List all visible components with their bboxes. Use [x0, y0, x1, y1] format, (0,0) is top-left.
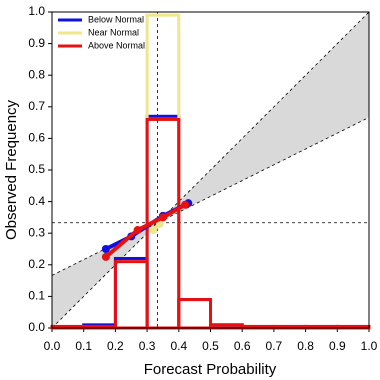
no-skill-line: [51, 117, 370, 276]
x-axis-label: Forecast Probability: [144, 361, 277, 378]
x-tick-label: 0.3: [139, 339, 156, 353]
y-tick-label: 0.5: [28, 162, 45, 176]
y-axis-label: Observed Frequency: [3, 99, 20, 240]
y-tick-label: 0.3: [28, 225, 45, 239]
perfect-reliability-line: [51, 11, 370, 329]
x-tick-label: 0.6: [234, 339, 251, 353]
y-tick-label: 0.2: [28, 257, 45, 271]
y-tick-label: 0.9: [28, 36, 45, 50]
x-tick-label: 0.4: [170, 339, 187, 353]
curve-point: [181, 200, 190, 209]
y-tick-label: 0.0: [28, 320, 45, 334]
x-tick-label: 0.1: [75, 339, 92, 353]
histogram-bar: [145, 13, 181, 330]
curve-point: [158, 213, 167, 222]
curve-point: [101, 252, 110, 261]
x-tick-label: 0.7: [266, 339, 283, 353]
reliability-curve: [104, 203, 187, 259]
plot-frame: [51, 11, 370, 329]
histogram-bar: [177, 298, 213, 330]
x-tick-label: 1.0: [361, 339, 378, 353]
y-tick-label: 0.6: [28, 131, 45, 145]
y-tick-label: 0.8: [28, 67, 45, 81]
legend-label: Below Normal: [88, 14, 144, 24]
legend-label: Above Normal: [88, 40, 145, 50]
y-tick-label: 0.1: [28, 289, 45, 303]
y-tick-label: 0.7: [28, 99, 45, 113]
curve-point: [149, 226, 158, 235]
histogram-bar: [113, 256, 149, 330]
x-tick-label: 0.5: [202, 339, 219, 353]
legend-label: Near Normal: [88, 27, 139, 37]
x-tick-label: 0.2: [107, 339, 124, 353]
histogram-bar: [113, 260, 149, 330]
x-tick-label: 0.8: [297, 339, 314, 353]
histogram-bar: [177, 298, 213, 330]
curve-point: [101, 245, 110, 253]
x-tick-label: 0.0: [44, 339, 61, 353]
curve-point: [133, 226, 142, 235]
x-tick-label: 0.9: [329, 339, 346, 353]
y-tick-label: 1.0: [28, 4, 45, 18]
y-tick-label: 0.4: [28, 194, 45, 208]
